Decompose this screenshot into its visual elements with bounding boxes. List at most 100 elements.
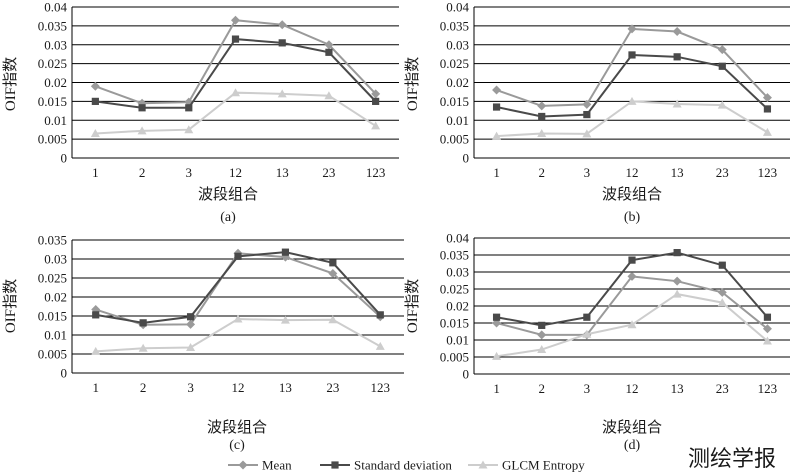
x-tick-label: 3 (584, 165, 591, 180)
x-tick-label: 123 (758, 165, 778, 180)
y-tick-label: 0.035 (38, 18, 67, 33)
y-tick-label: 0.005 (440, 132, 469, 147)
y-tick-label: 0.005 (440, 350, 469, 365)
y-tick-label: 0.01 (44, 328, 67, 343)
data-point-mean (717, 45, 727, 55)
x-axis-label: 波段组合 (602, 186, 662, 203)
legend: Mean Standard deviation GLCM Entropy (228, 458, 585, 473)
data-point-standard-deviation (763, 105, 772, 113)
data-point-glcm-entropy (375, 341, 385, 350)
x-tick-label: 13 (671, 165, 684, 180)
data-point-glcm-entropy (371, 121, 381, 130)
data-point-glcm-entropy (537, 345, 547, 354)
data-point-standard-deviation (231, 35, 240, 43)
data-point-glcm-entropy (717, 298, 727, 307)
y-tick-label: 0.01 (446, 333, 469, 348)
data-point-standard-deviation (718, 62, 726, 70)
data-point-standard-deviation (628, 51, 636, 59)
legend-label-mean: Mean (262, 458, 292, 473)
data-point-mean (277, 20, 287, 30)
panel-caption: (c) (229, 438, 245, 453)
series-line-glcm-entropy (496, 100, 768, 138)
data-point-mean (762, 324, 772, 334)
y-tick-label: 0.025 (440, 282, 469, 297)
data-point-mean (328, 268, 338, 278)
data-point-glcm-entropy (672, 289, 682, 298)
y-tick-label: 0.015 (440, 316, 469, 331)
data-point-glcm-entropy (90, 128, 100, 137)
panel-caption: (b) (624, 210, 641, 225)
y-tick-label: 0.035 (38, 233, 67, 248)
data-point-mean (627, 24, 637, 34)
legend-label-glcm-entropy: GLCM Entropy (502, 458, 585, 473)
y-tick-label: 0.03 (44, 252, 67, 267)
watermark: 测绘学报 (688, 446, 776, 471)
y-tick-label: 0.025 (440, 56, 469, 71)
y-tick-label: 0.025 (38, 56, 67, 71)
x-tick-label: 3 (187, 380, 194, 395)
data-point-glcm-entropy (138, 343, 148, 352)
data-point-mean (627, 271, 637, 281)
x-tick-label: 12 (626, 165, 639, 180)
panel-caption: (a) (220, 210, 236, 225)
data-point-glcm-entropy (184, 125, 194, 134)
data-point-standard-deviation (583, 313, 591, 321)
x-tick-label: 23 (322, 165, 335, 180)
y-axis-label: OIF指数 (2, 57, 19, 111)
x-tick-label: 1 (493, 165, 500, 180)
data-point-glcm-entropy (328, 315, 338, 324)
x-tick-label: 23 (716, 381, 729, 396)
data-point-mean (492, 85, 502, 95)
series-line-standard-deviation (95, 251, 382, 324)
x-axis-label: 波段组合 (602, 419, 662, 436)
data-point-glcm-entropy (277, 89, 287, 98)
y-tick-label: 0.035 (440, 248, 469, 263)
data-point-glcm-entropy (582, 329, 592, 338)
data-point-mean (324, 40, 334, 50)
y-tick-label: 0.01 (446, 113, 469, 128)
legend-marker-mean (238, 460, 248, 470)
data-point-glcm-entropy (672, 99, 682, 108)
data-point-standard-deviation (376, 311, 384, 319)
data-point-glcm-entropy (762, 336, 772, 345)
y-tick-label: 0.015 (440, 94, 469, 109)
x-tick-label: 12 (229, 165, 242, 180)
y-tick-label: 0.02 (446, 75, 469, 90)
data-point-standard-deviation (186, 313, 195, 321)
data-point-standard-deviation (492, 313, 501, 321)
y-tick-label: 0.015 (38, 309, 67, 324)
y-tick-label: 0.005 (38, 132, 67, 147)
data-point-standard-deviation (583, 110, 591, 119)
y-tick-label: 0.02 (446, 299, 469, 314)
data-point-standard-deviation (538, 112, 546, 121)
data-point-standard-deviation (673, 249, 681, 257)
x-tick-label: 3 (186, 165, 193, 180)
series-line-mean (95, 252, 381, 326)
legend-marker-standard-deviation (331, 461, 339, 469)
y-axis-label: OIF指数 (404, 57, 421, 111)
data-point-glcm-entropy (537, 128, 547, 137)
x-tick-label: 12 (626, 381, 639, 396)
data-point-glcm-entropy (137, 126, 147, 135)
y-tick-label: 0.03 (44, 37, 67, 52)
y-tick-label: 0.03 (446, 265, 469, 280)
x-tick-label: 13 (671, 381, 684, 396)
data-point-standard-deviation (278, 39, 286, 47)
y-tick-label: 0.025 (38, 271, 67, 286)
data-point-standard-deviation (325, 48, 333, 56)
x-tick-label: 2 (139, 165, 146, 180)
y-tick-label: 0.04 (446, 0, 469, 15)
data-point-mean (371, 89, 381, 99)
data-point-mean (717, 287, 727, 297)
y-tick-label: 0 (463, 367, 470, 382)
y-tick-label: 0.015 (38, 94, 67, 109)
x-tick-label: 123 (758, 381, 778, 396)
data-point-mean (231, 15, 240, 25)
x-tick-label: 13 (276, 165, 289, 180)
y-tick-label: 0.005 (38, 347, 67, 362)
